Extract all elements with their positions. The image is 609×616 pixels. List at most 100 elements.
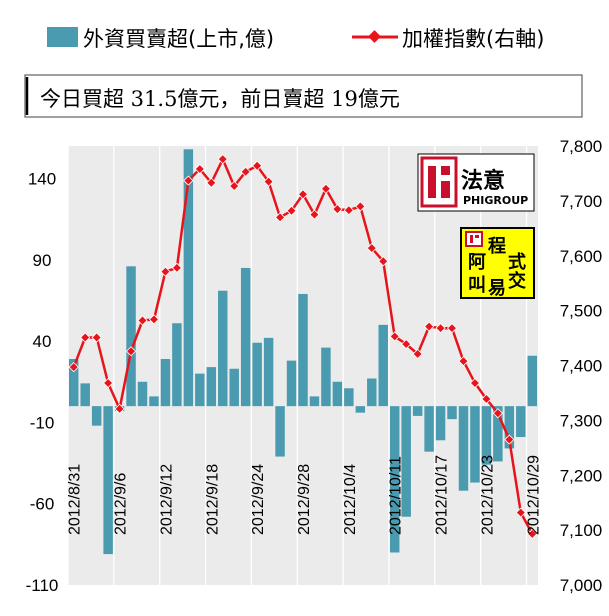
bar: [527, 355, 537, 407]
left-tick-label: 90: [33, 251, 52, 270]
bar: [195, 373, 205, 407]
bar: [69, 358, 79, 407]
line-point: [458, 356, 469, 367]
bar: [504, 406, 515, 449]
line-point: [252, 160, 263, 171]
x-tick-label: 2012/9/6: [113, 473, 130, 535]
line-point: [366, 242, 377, 254]
line-point: [171, 262, 182, 273]
svg-text:法意: 法意: [461, 168, 505, 194]
x-axis-ticks: 2012/8/31 2012/9/6 2012/9/12 2012/9/18 2012/…: [67, 455, 543, 535]
bar: [160, 358, 171, 407]
bar: [458, 406, 469, 491]
line-point: [309, 209, 320, 220]
line-point: [320, 183, 332, 194]
bar: [447, 406, 457, 420]
x-tick-label: 2012/10/17: [434, 455, 451, 535]
legend-bar-swatch: [47, 27, 78, 47]
bar: [516, 406, 526, 438]
right-tick-label: 7,600: [560, 247, 603, 266]
line-point: [401, 339, 412, 350]
line-point: [206, 177, 217, 188]
bar: [183, 149, 194, 407]
bar: [367, 378, 377, 407]
x-tick-label: 2012/8/31: [67, 464, 84, 535]
line-point: [297, 189, 309, 200]
line-point: [527, 528, 538, 540]
line-point: [424, 321, 435, 332]
x-tick-label: 2012/9/18: [204, 464, 221, 535]
line-point: [355, 201, 366, 212]
x-tick-label: 2012/9/28: [296, 464, 313, 535]
right-tick-label: 7,500: [560, 302, 603, 321]
annotation-box: 今日買超 31.5億元，前日賣超 19億元: [24, 74, 583, 118]
bar: [172, 323, 182, 407]
bar: [275, 406, 285, 457]
line-series: [68, 154, 538, 540]
bar: [137, 381, 148, 407]
line-point: [148, 314, 160, 325]
left-tick-label: -110: [26, 576, 59, 595]
bar: [229, 368, 239, 407]
right-tick-label: 7,800: [560, 137, 603, 156]
annotation-text: 今日買超 31.5億元，前日賣超 19億元: [40, 87, 400, 111]
bar: [424, 406, 434, 452]
svg-text:交: 交: [508, 270, 526, 292]
line-point: [68, 362, 79, 373]
line-point: [160, 266, 171, 277]
logo-phigroup: 法意 PHIGROUP: [417, 153, 535, 212]
left-tick-label: -10: [30, 413, 55, 432]
line-point: [229, 180, 240, 192]
bar: [240, 267, 251, 407]
line-point: [504, 434, 515, 445]
line-point: [80, 332, 91, 343]
x-tick-label: 2012/10/11: [388, 456, 405, 535]
line-point: [446, 323, 458, 334]
bar: [298, 293, 308, 407]
bar: [206, 367, 217, 407]
line-point: [492, 408, 503, 419]
bar: [435, 406, 446, 441]
x-tick-label: 2012/10/29: [525, 455, 542, 535]
bar: [218, 290, 228, 407]
bar: [401, 406, 411, 517]
line-point: [286, 205, 297, 216]
bar: [493, 406, 503, 462]
vertical-gridlines: [67, 146, 528, 585]
bar: [263, 337, 274, 407]
bar: [126, 266, 136, 407]
line-point: [378, 256, 389, 267]
line-point: [114, 403, 125, 414]
right-tick-label: 7,000: [560, 576, 603, 595]
line-point: [469, 377, 481, 389]
legend: 外資買賣超(上市,億) 加權指數(右軸): [47, 27, 544, 51]
bar: [80, 383, 90, 407]
left-tick-label: 40: [33, 332, 52, 351]
svg-text:叫: 叫: [468, 275, 486, 296]
line-point: [217, 154, 228, 165]
bar-series: [69, 149, 537, 555]
right-tick-label: 7,100: [560, 521, 603, 540]
svg-text:程: 程: [488, 236, 506, 257]
bar: [103, 406, 113, 555]
left-tick-label: 140: [28, 170, 56, 189]
left-axis-ticks: 140 90 40 -10 -60 -110: [26, 170, 59, 595]
right-tick-label: 7,400: [560, 357, 603, 376]
line-point: [183, 175, 194, 186]
line-point: [137, 315, 148, 326]
x-tick-label: 2012/10/4: [342, 464, 359, 535]
bar: [332, 381, 343, 407]
line-point: [481, 393, 492, 405]
x-tick-label: 2012/10/23: [479, 455, 496, 535]
line-point: [125, 346, 137, 357]
svg-text:式: 式: [508, 251, 526, 273]
line-point: [435, 323, 446, 334]
right-tick-label: 7,200: [560, 466, 603, 485]
line-point: [194, 163, 205, 175]
svg-text:PHIGROUP: PHIGROUP: [463, 194, 528, 207]
bar: [309, 396, 320, 407]
svg-text:易: 易: [488, 278, 506, 299]
line-point: [240, 166, 251, 177]
bar: [481, 406, 492, 465]
